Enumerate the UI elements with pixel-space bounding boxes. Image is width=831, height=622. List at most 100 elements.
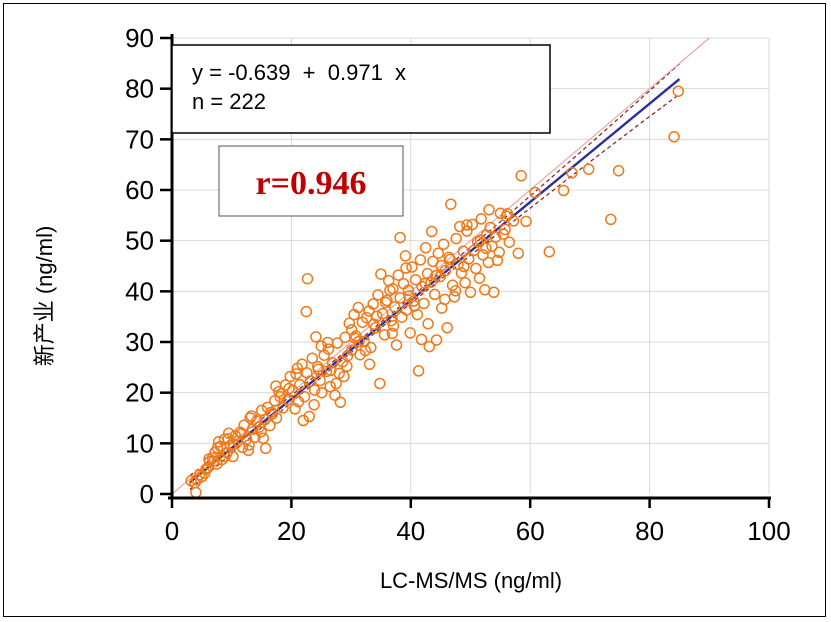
data-point bbox=[283, 382, 295, 395]
y-tick-label: 90 bbox=[125, 23, 154, 53]
data-point bbox=[400, 262, 412, 274]
data-point bbox=[325, 364, 337, 377]
x-tick-label: 20 bbox=[277, 516, 306, 546]
data-point bbox=[242, 444, 255, 457]
data-point bbox=[222, 427, 235, 439]
data-point bbox=[303, 410, 316, 423]
data-point bbox=[499, 223, 511, 236]
data-point bbox=[292, 396, 305, 408]
data-point bbox=[259, 442, 272, 455]
data-point bbox=[432, 247, 445, 260]
y-tick-label: 30 bbox=[125, 327, 154, 357]
data-point bbox=[484, 221, 496, 234]
data-point bbox=[394, 231, 406, 244]
data-point bbox=[301, 272, 314, 285]
data-point bbox=[227, 450, 239, 463]
data-point bbox=[435, 259, 447, 272]
data-point bbox=[300, 305, 313, 318]
data-point bbox=[330, 377, 342, 390]
data-point bbox=[457, 245, 470, 258]
data-point bbox=[294, 378, 306, 391]
data-point bbox=[529, 186, 541, 199]
data-point bbox=[359, 344, 372, 357]
data-point bbox=[672, 85, 685, 97]
data-point bbox=[222, 433, 234, 445]
data-point bbox=[188, 477, 201, 489]
data-point bbox=[308, 399, 320, 411]
data-point bbox=[507, 215, 520, 227]
data-point bbox=[352, 301, 365, 314]
data-point bbox=[473, 272, 486, 284]
data-point bbox=[520, 215, 532, 228]
data-point bbox=[491, 254, 504, 267]
data-point bbox=[444, 253, 456, 266]
data-point bbox=[387, 320, 400, 332]
data-point bbox=[446, 279, 459, 292]
data-point bbox=[367, 298, 379, 310]
data-point bbox=[512, 247, 525, 260]
data-point bbox=[219, 450, 231, 463]
data-point bbox=[430, 334, 443, 346]
data-point bbox=[422, 318, 434, 330]
data-point bbox=[455, 267, 468, 279]
data-point bbox=[477, 249, 489, 261]
data-point bbox=[374, 377, 386, 390]
data-point bbox=[543, 246, 556, 258]
data-point bbox=[390, 339, 403, 351]
data-point bbox=[494, 207, 507, 220]
x-tick-label: 40 bbox=[396, 516, 425, 546]
data-point bbox=[297, 414, 310, 427]
data-point bbox=[388, 301, 401, 313]
data-point bbox=[270, 380, 282, 392]
data-point bbox=[296, 358, 308, 371]
data-point bbox=[290, 368, 302, 380]
data-point bbox=[464, 286, 477, 299]
data-point bbox=[399, 250, 412, 262]
y-tick-label: 40 bbox=[125, 276, 154, 306]
data-point bbox=[386, 327, 399, 340]
axes-layer: 0 20 40 60 80 100 0 10 20 30 40 50 60 70 80 90 bbox=[125, 23, 791, 546]
data-point bbox=[406, 261, 418, 273]
data-point bbox=[437, 238, 450, 250]
x-tick-label: 60 bbox=[516, 516, 545, 546]
data-point bbox=[396, 311, 408, 323]
data-point bbox=[403, 290, 415, 302]
data-point bbox=[343, 317, 356, 330]
data-point bbox=[557, 184, 570, 197]
data-point bbox=[419, 277, 431, 289]
data-point bbox=[375, 268, 387, 280]
correlation-label: r=0.946 bbox=[256, 165, 367, 202]
data-point bbox=[341, 349, 354, 362]
data-point bbox=[466, 218, 479, 231]
data-point bbox=[475, 213, 487, 225]
data-point bbox=[458, 260, 470, 273]
data-point bbox=[379, 296, 392, 309]
data-point bbox=[255, 425, 267, 438]
data-point bbox=[503, 236, 516, 248]
data-point bbox=[428, 288, 441, 301]
data-point bbox=[470, 262, 482, 275]
y-tick-label: 80 bbox=[125, 74, 154, 104]
data-point bbox=[392, 269, 405, 281]
data-point bbox=[322, 336, 334, 349]
data-point bbox=[308, 384, 321, 396]
data-point bbox=[450, 232, 462, 245]
data-point bbox=[566, 167, 578, 179]
data-point bbox=[480, 242, 492, 255]
data-point bbox=[474, 234, 487, 246]
data-point bbox=[430, 269, 442, 282]
data-point bbox=[243, 439, 255, 451]
x-tick-label: 80 bbox=[635, 516, 664, 546]
x-tick-label: 0 bbox=[165, 516, 179, 546]
data-point bbox=[289, 403, 301, 415]
data-point bbox=[459, 276, 471, 289]
regression-equation: y = -0.639 + 0.971 x bbox=[192, 60, 406, 85]
data-point bbox=[284, 370, 296, 383]
data-point bbox=[582, 163, 595, 175]
data-point bbox=[274, 390, 286, 403]
data-point bbox=[371, 310, 383, 322]
data-point bbox=[265, 406, 277, 419]
data-point bbox=[311, 361, 324, 373]
correlation-box: r=0.946 bbox=[218, 145, 404, 217]
y-axis-title: 新产业 (ng/ml) bbox=[32, 226, 57, 367]
